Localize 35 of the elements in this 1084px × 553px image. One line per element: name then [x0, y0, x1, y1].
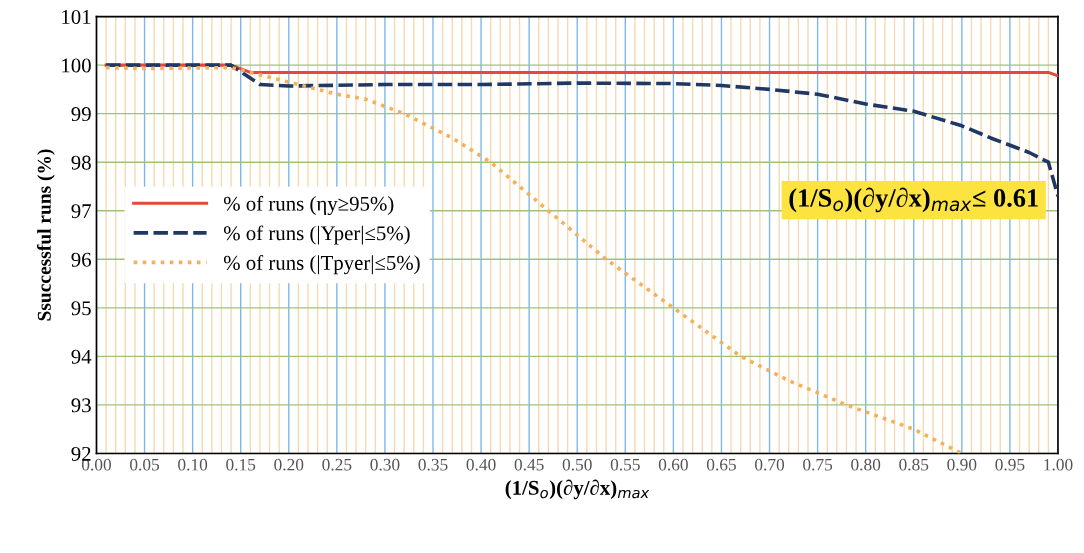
- x-tick-label: 0.45: [514, 458, 544, 471]
- x-tick-label: 0.65: [706, 458, 736, 471]
- x-tick-label: 0.15: [226, 458, 256, 471]
- x-tick-label: 0.05: [130, 458, 160, 471]
- y-tick-label: 95: [71, 301, 91, 316]
- x-tick-label: 0.25: [322, 458, 352, 471]
- x-tick-label: 0.40: [466, 458, 496, 471]
- y-tick-label: 93: [71, 398, 91, 413]
- y-tick-label: 100: [62, 58, 91, 73]
- y-tick-label: 98: [71, 155, 91, 170]
- x-tick-label: 0.55: [610, 458, 640, 471]
- x-tick-label: 0.95: [995, 458, 1025, 471]
- legend-label: % of runs (ηy≥95%): [223, 195, 394, 216]
- x-tick-label: 0.10: [178, 458, 208, 471]
- y-tick-label: 97: [71, 204, 92, 219]
- annotation: (1/S$_{o}$)(∂y/∂x)$_{max}$≤ 0.61: [789, 187, 1038, 213]
- x-tick-label: 0.75: [803, 458, 833, 471]
- x-tick-label: 0.90: [947, 458, 977, 471]
- x-tick-label: 1.00: [1044, 458, 1073, 471]
- x-tick-label: 0.35: [418, 458, 448, 471]
- legend-label: % of runs (|Tpyer|≤5%): [223, 255, 420, 275]
- x-tick-label: 0.20: [274, 458, 304, 471]
- legend-label: % of runs (|Yper|≤5%): [223, 225, 410, 245]
- x-tick-label: 0.30: [370, 458, 400, 471]
- y-axis-title: Ssuccessful runs (%): [36, 149, 55, 321]
- y-tick-label: 101: [62, 9, 91, 25]
- y-tick-label: 96: [71, 252, 91, 267]
- x-tick-label: 0.70: [755, 458, 785, 471]
- y-tick-label: 94: [71, 349, 92, 364]
- x-tick-label: 0.60: [658, 458, 688, 471]
- x-tick-label: 0.80: [851, 458, 881, 471]
- y-tick-label: 99: [71, 107, 91, 122]
- x-tick-label: 0.50: [562, 458, 592, 471]
- x-axis-title: (1/S$_{o}$)(∂y/∂x)$_{max}$: [505, 479, 650, 500]
- x-tick-label: 0.85: [899, 458, 929, 471]
